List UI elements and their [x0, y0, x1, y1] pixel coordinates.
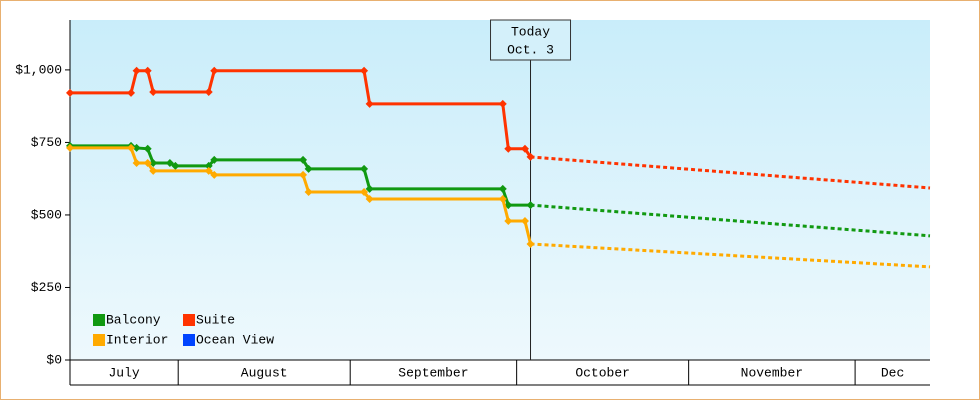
- point: [365, 194, 374, 203]
- point: [526, 152, 535, 161]
- point: [143, 144, 152, 153]
- point: [210, 66, 219, 75]
- point: [504, 217, 513, 226]
- point: [143, 159, 152, 168]
- y-tick-label: $250: [31, 280, 62, 295]
- point: [365, 99, 374, 108]
- point: [360, 164, 369, 173]
- today-date: Oct. 3: [507, 42, 554, 57]
- point: [204, 161, 213, 170]
- legend-label: Suite: [196, 312, 235, 327]
- legend-label: Interior: [106, 332, 168, 347]
- point: [165, 159, 174, 168]
- month-label: August: [241, 365, 288, 380]
- month-label: November: [741, 365, 803, 380]
- point: [66, 143, 74, 152]
- point: [132, 143, 141, 152]
- point: [149, 159, 158, 168]
- point: [498, 184, 507, 193]
- point: [127, 88, 136, 97]
- legend-label: Ocean View: [196, 332, 274, 347]
- legend-label: Balcony: [106, 312, 161, 327]
- forecast-line: [530, 203, 931, 238]
- point: [520, 144, 529, 153]
- legend-swatch: [93, 334, 105, 346]
- y-tick-label: $750: [31, 135, 62, 150]
- month-label: July: [108, 365, 139, 380]
- point: [526, 239, 535, 248]
- point: [504, 144, 513, 153]
- today-box: [490, 19, 572, 61]
- point: [299, 170, 308, 179]
- point: [520, 217, 529, 226]
- point: [143, 66, 152, 75]
- point: [304, 188, 313, 197]
- point: [498, 194, 507, 203]
- point: [132, 66, 141, 75]
- y-tick-label: $1,000: [15, 62, 62, 77]
- y-tick-label: $500: [31, 207, 62, 222]
- point: [149, 166, 158, 175]
- point: [127, 143, 136, 152]
- month-label: Dec: [881, 365, 904, 380]
- month-label: September: [398, 365, 468, 380]
- y-tick-label: $0: [46, 352, 62, 367]
- legend-swatch: [183, 334, 195, 346]
- point: [210, 170, 219, 179]
- point: [498, 99, 507, 108]
- point: [204, 166, 213, 175]
- today-label: Today: [511, 24, 550, 39]
- point: [360, 188, 369, 197]
- point: [304, 164, 313, 173]
- legend-swatch: [93, 314, 105, 326]
- month-label: October: [575, 365, 630, 380]
- point: [526, 201, 535, 210]
- point: [66, 88, 74, 97]
- point: [149, 87, 158, 96]
- point: [210, 155, 219, 164]
- point: [360, 66, 369, 75]
- point: [204, 87, 213, 96]
- point: [132, 159, 141, 168]
- forecast-line: [530, 155, 931, 190]
- point: [171, 161, 180, 170]
- point: [299, 155, 308, 164]
- forecast-line: [530, 242, 931, 269]
- point: [365, 184, 374, 193]
- series-line: [70, 144, 531, 207]
- legend-swatch: [183, 314, 195, 326]
